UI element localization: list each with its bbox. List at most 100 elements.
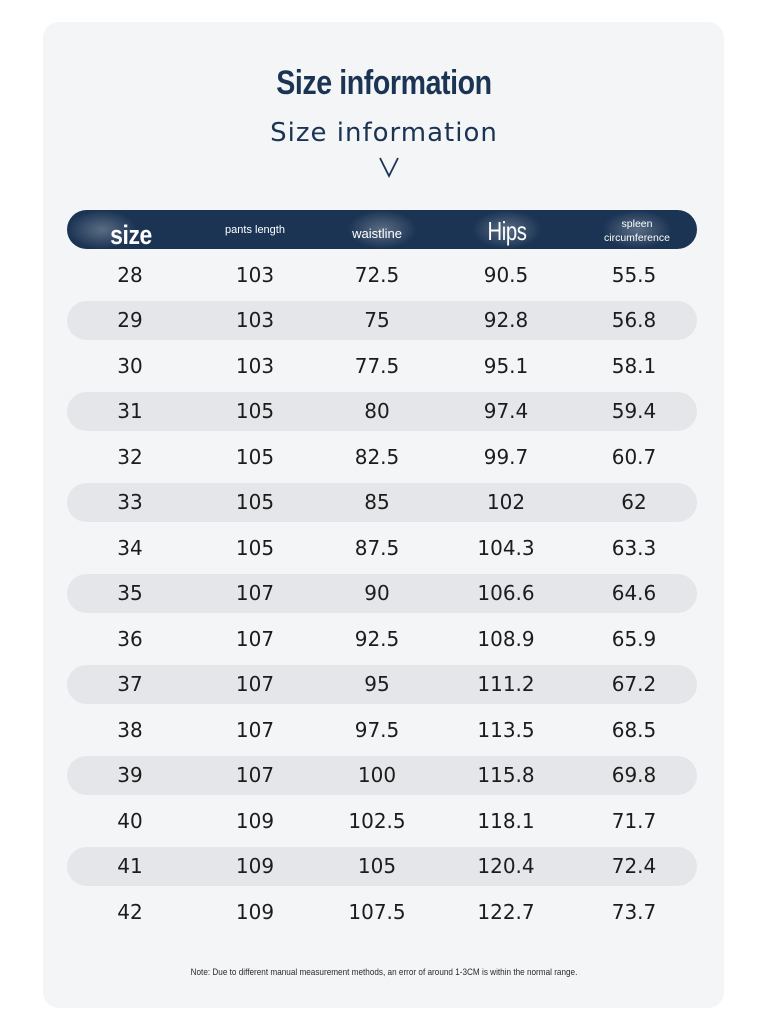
table-row: 41 109 105 120.4 72.4 bbox=[67, 847, 697, 886]
cell-pants-length: 103 bbox=[235, 353, 275, 378]
cell-hips: 106.6 bbox=[477, 581, 535, 605]
cell-waistline: 107.5 bbox=[348, 899, 406, 924]
cell-size: 36 bbox=[117, 626, 143, 651]
cell-size: 29 bbox=[117, 308, 143, 332]
cell-pants-length: 107 bbox=[235, 626, 275, 651]
cell-hips: 113.5 bbox=[477, 717, 535, 742]
cell-pants-length: 109 bbox=[235, 854, 275, 878]
cell-hips: 102 bbox=[486, 490, 526, 514]
cell-spleen-circumference: 58.1 bbox=[611, 353, 657, 378]
cell-hips: 111.2 bbox=[477, 672, 535, 696]
cell-waistline: 77.5 bbox=[354, 353, 400, 378]
cell-pants-length: 105 bbox=[235, 399, 275, 423]
cell-spleen-circumference: 65.9 bbox=[611, 626, 657, 651]
cell-size: 37 bbox=[117, 672, 143, 696]
cell-hips: 97.4 bbox=[483, 399, 529, 423]
measurement-note: Note: Due to different manual measuremen… bbox=[190, 967, 578, 978]
cell-hips: 104.3 bbox=[477, 535, 535, 560]
cell-spleen-circumference: 68.5 bbox=[611, 717, 657, 742]
cell-pants-length: 107 bbox=[235, 763, 275, 787]
cell-waistline: 92.5 bbox=[354, 626, 400, 651]
cell-waistline: 95 bbox=[364, 672, 390, 696]
cell-hips: 120.4 bbox=[477, 854, 535, 878]
cell-waistline: 80 bbox=[364, 399, 390, 423]
cell-spleen-circumference: 67.2 bbox=[611, 672, 657, 696]
cell-size: 39 bbox=[117, 763, 143, 787]
cell-size: 33 bbox=[117, 490, 143, 514]
cell-waistline: 102.5 bbox=[348, 808, 406, 833]
header-spleen-circumference: spleen circumference bbox=[604, 218, 670, 244]
cell-size: 32 bbox=[117, 444, 143, 469]
table-row: 32 105 82.5 99.7 60.7 bbox=[67, 438, 697, 477]
table-row: 31 105 80 97.4 59.4 bbox=[67, 392, 697, 431]
cell-size: 28 bbox=[117, 262, 143, 287]
cell-waistline: 105 bbox=[357, 854, 397, 878]
table-row: 39 107 100 115.8 69.8 bbox=[67, 756, 697, 795]
cell-spleen-circumference: 63.3 bbox=[611, 535, 657, 560]
cell-waistline: 75 bbox=[364, 308, 390, 332]
cell-pants-length: 109 bbox=[235, 808, 275, 833]
cell-spleen-circumference: 71.7 bbox=[611, 808, 657, 833]
cell-pants-length: 103 bbox=[235, 262, 275, 287]
cell-hips: 122.7 bbox=[477, 899, 535, 924]
table-row: 35 107 90 106.6 64.6 bbox=[67, 574, 697, 613]
cell-waistline: 97.5 bbox=[354, 717, 400, 742]
cell-waistline: 100 bbox=[357, 763, 397, 787]
cell-pants-length: 105 bbox=[235, 444, 275, 469]
cell-size: 40 bbox=[117, 808, 143, 833]
cell-pants-length: 107 bbox=[235, 717, 275, 742]
cell-spleen-circumference: 73.7 bbox=[611, 899, 657, 924]
cell-hips: 99.7 bbox=[483, 444, 529, 469]
cell-pants-length: 103 bbox=[235, 308, 275, 332]
cell-size: 41 bbox=[117, 854, 143, 878]
cell-hips: 90.5 bbox=[483, 262, 529, 287]
table-row: 30 103 77.5 95.1 58.1 bbox=[67, 347, 697, 386]
cell-spleen-circumference: 72.4 bbox=[611, 854, 657, 878]
page-subtitle: Size information bbox=[270, 118, 498, 148]
cell-spleen-circumference: 69.8 bbox=[611, 763, 657, 787]
cell-size: 31 bbox=[117, 399, 143, 423]
cell-waistline: 85 bbox=[364, 490, 390, 514]
table-row: 37 107 95 111.2 67.2 bbox=[67, 665, 697, 704]
cell-hips: 118.1 bbox=[477, 808, 535, 833]
cell-spleen-circumference: 60.7 bbox=[611, 444, 657, 469]
table-header: size pants length waistline Hips spleen … bbox=[67, 210, 697, 249]
cell-hips: 92.8 bbox=[483, 308, 529, 332]
table-row: 29 103 75 92.8 56.8 bbox=[67, 301, 697, 340]
chevron-down-icon bbox=[379, 157, 399, 178]
cell-hips: 95.1 bbox=[483, 353, 529, 378]
cell-spleen-circumference: 55.5 bbox=[611, 262, 657, 287]
cell-size: 30 bbox=[117, 353, 143, 378]
cell-spleen-circumference: 62 bbox=[621, 490, 647, 514]
cell-hips: 115.8 bbox=[477, 763, 535, 787]
cell-spleen-circumference: 59.4 bbox=[611, 399, 657, 423]
cell-pants-length: 105 bbox=[235, 535, 275, 560]
cell-pants-length: 107 bbox=[235, 672, 275, 696]
cell-spleen-circumference: 64.6 bbox=[611, 581, 657, 605]
cell-hips: 108.9 bbox=[477, 626, 535, 651]
cell-size: 34 bbox=[117, 535, 143, 560]
table-row: 33 105 85 102 62 bbox=[67, 483, 697, 522]
cell-waistline: 87.5 bbox=[354, 535, 400, 560]
table-body: 28 103 72.5 90.5 55.5 29 103 75 92.8 56.… bbox=[67, 256, 697, 932]
table-row: 38 107 97.5 113.5 68.5 bbox=[67, 711, 697, 750]
page-title: Size information bbox=[276, 64, 492, 102]
header-size: size bbox=[110, 220, 152, 249]
cell-size: 38 bbox=[117, 717, 143, 742]
cell-waistline: 90 bbox=[364, 581, 390, 605]
table-row: 34 105 87.5 104.3 63.3 bbox=[67, 529, 697, 568]
table-row: 42 109 107.5 122.7 73.7 bbox=[67, 893, 697, 932]
cell-waistline: 82.5 bbox=[354, 444, 400, 469]
header-pants-length: pants length bbox=[225, 224, 285, 236]
table-row: 36 107 92.5 108.9 65.9 bbox=[67, 620, 697, 659]
cell-size: 42 bbox=[117, 899, 143, 924]
cell-pants-length: 107 bbox=[235, 581, 275, 605]
table-row: 40 109 102.5 118.1 71.7 bbox=[67, 802, 697, 841]
header-waistline: waistline bbox=[352, 226, 402, 241]
cell-pants-length: 109 bbox=[235, 899, 275, 924]
header-hips: Hips bbox=[487, 216, 527, 246]
cell-waistline: 72.5 bbox=[354, 262, 400, 287]
cell-pants-length: 105 bbox=[235, 490, 275, 514]
cell-spleen-circumference: 56.8 bbox=[611, 308, 657, 332]
table-row: 28 103 72.5 90.5 55.5 bbox=[67, 256, 697, 295]
